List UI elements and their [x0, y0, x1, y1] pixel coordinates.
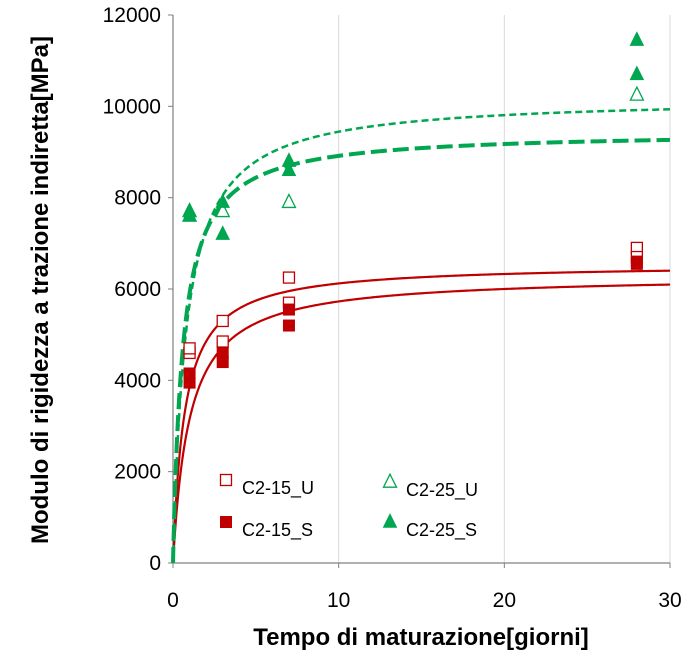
- legend-label-c2-15-u: C2-15_U: [242, 478, 314, 499]
- point-c2-15-u: [282, 271, 296, 284]
- fit-curve-3: [171, 108, 671, 564]
- legend-marker-c2-15-u: [219, 473, 233, 487]
- point-c2-15-s: [183, 376, 196, 389]
- x-tick-label: 30: [658, 589, 681, 612]
- fit-curve-1: [171, 269, 671, 564]
- point-c2-25-u: [281, 192, 297, 209]
- y-tick-label: 0: [149, 552, 161, 575]
- legend-label-c2-15-s: C2-15_S: [242, 520, 313, 541]
- legend-label-c2-25-s: C2-25_S: [406, 520, 477, 541]
- fit-curve-4: [171, 137, 671, 564]
- y-tick-label: 6000: [114, 278, 161, 301]
- point-c2-25-u: [215, 202, 231, 218]
- x-tick-label: 20: [493, 589, 516, 612]
- y-tick-label: 2000: [114, 461, 161, 484]
- legend-marker-c2-15-s: [220, 516, 232, 528]
- point-c2-15-s: [216, 356, 229, 369]
- fit-curve-2: [171, 283, 671, 564]
- y-axis-title: Modulo di rigidezza a trazione indiretta…: [27, 36, 54, 544]
- point-c2-25-s: [281, 161, 297, 176]
- legend-marker-c2-25-u: [382, 472, 398, 488]
- point-c2-15-u: [216, 335, 229, 348]
- point-c2-25-u: [629, 85, 645, 101]
- tick-labels: 0 2000 4000 6000 8000 10000 12000 0 10 20 30: [103, 4, 682, 612]
- y-tick-label: 8000: [114, 187, 161, 210]
- point-c2-15-s: [630, 255, 643, 268]
- y-tick-label: 12000: [103, 4, 161, 27]
- axes: [168, 14, 671, 568]
- point-c2-25-s: [215, 225, 231, 240]
- legend-marker-c2-25-s: [382, 513, 398, 528]
- x-tick-label: 0: [167, 589, 179, 612]
- data-points: [182, 31, 645, 389]
- y-tick-label: 10000: [103, 95, 161, 118]
- point-c2-25-s: [629, 65, 645, 81]
- point-c2-15-s: [282, 319, 295, 332]
- x-tick-label: 10: [327, 589, 350, 612]
- point-c2-15-u: [183, 342, 196, 355]
- legend-label-c2-25-u: C2-25_U: [406, 480, 478, 501]
- point-c2-15-u: [216, 314, 229, 328]
- point-c2-25-s: [182, 207, 197, 222]
- y-tick-label: 4000: [114, 369, 161, 392]
- x-axis-title: Tempo di maturazione[giorni]: [253, 624, 589, 651]
- legend: C2-15_U C2-25_U C2-15_S C2-25_S: [219, 472, 478, 541]
- point-c2-15-s: [282, 303, 295, 316]
- point-c2-25-s: [215, 193, 231, 208]
- point-c2-25-s: [629, 31, 645, 46]
- fit-curves: [171, 108, 671, 564]
